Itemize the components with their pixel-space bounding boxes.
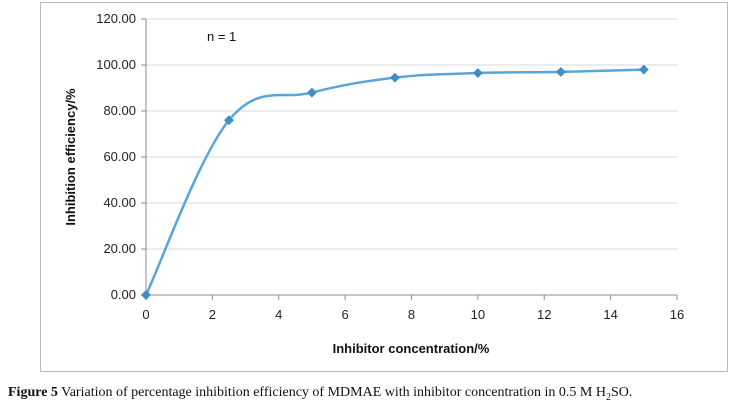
y-tick-label: 80.00: [103, 103, 136, 118]
annotation-n: n = 1: [207, 29, 236, 44]
series-line: [144, 68, 644, 296]
x-axis-title: Inhibitor concentration/%: [333, 341, 490, 356]
line-chart: 0 2 4 6 8 10 12 14 16 0.00 20.00 40.00 60.00 80.00 10…: [63, 11, 684, 356]
x-tick-label: 12: [537, 307, 551, 322]
figure-caption: Figure 5 Variation of percentage inhibit…: [8, 385, 728, 403]
data-point: [224, 115, 234, 126]
data-point: [141, 290, 151, 300]
x-tick-label: 16: [670, 307, 684, 322]
x-tick-label: 14: [603, 307, 617, 322]
y-tick-label: 100.00: [96, 57, 136, 72]
data-point: [306, 87, 317, 98]
series-group: [141, 64, 649, 300]
y-tick-label: 120.00: [96, 11, 136, 26]
x-tick-label: 4: [275, 307, 282, 322]
x-tick-labels: 0 2 4 6 8 10 12 14 16: [142, 307, 684, 322]
data-point: [555, 66, 566, 77]
caption-subscript: 2: [606, 391, 611, 403]
x-tick-label: 10: [471, 307, 485, 322]
gridlines: [146, 18, 677, 250]
y-tick-label: 20.00: [103, 241, 136, 256]
x-tick-label: 0: [142, 307, 149, 322]
caption-text-end: SO.: [611, 385, 633, 400]
y-tick-labels: 0.00 20.00 40.00 60.00 80.00 100.00 120.00: [96, 11, 136, 302]
data-point: [638, 64, 649, 75]
chart-frame: [40, 2, 728, 372]
axes: [141, 18, 678, 300]
caption-text: Variation of percentage inhibition effic…: [61, 385, 606, 400]
x-tick-label: 8: [408, 307, 415, 322]
y-tick-label: 60.00: [103, 149, 136, 164]
y-axis-title: Inhibition efficiency/%: [63, 88, 78, 226]
data-point: [389, 72, 400, 83]
y-tick-label: 40.00: [103, 195, 136, 210]
data-point: [472, 68, 483, 78]
y-tick-label: 0.00: [111, 287, 136, 302]
x-tick-label: 6: [342, 307, 349, 322]
caption-label: Figure 5: [8, 385, 58, 400]
x-tick-label: 2: [209, 307, 216, 322]
